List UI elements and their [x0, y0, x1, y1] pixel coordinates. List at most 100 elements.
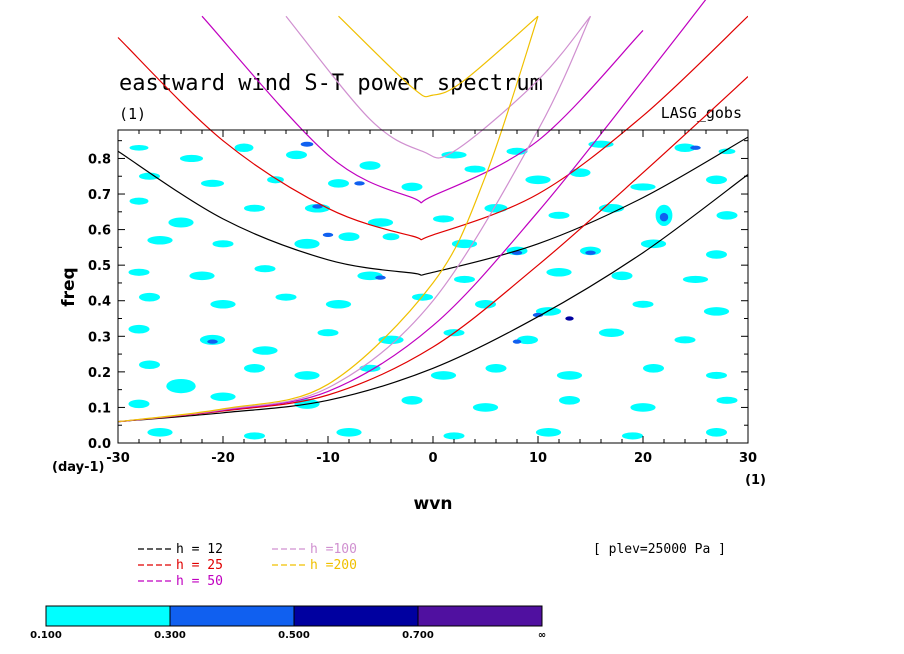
- contour-patch: [706, 250, 727, 259]
- x-tick-label: -10: [316, 451, 340, 466]
- x-tick-label: 20: [634, 451, 652, 466]
- contour-patch: [535, 428, 562, 437]
- x-tick-label: -20: [211, 451, 235, 466]
- power-contour-fills: [128, 140, 738, 440]
- contour-patch: [139, 172, 160, 180]
- colorbar-swatch: [45, 605, 171, 627]
- contour-patch: [716, 211, 738, 220]
- contour-patch: [546, 268, 572, 277]
- contour-patch: [359, 364, 381, 372]
- contour-patch: [532, 312, 544, 318]
- legend-item: h =100: [272, 542, 357, 557]
- contour-patch: [548, 211, 570, 219]
- contour-patch: [706, 371, 727, 379]
- colorbar-swatch: [293, 605, 419, 627]
- contour-patch: [559, 396, 580, 405]
- contour-patch: [312, 204, 323, 209]
- contour-patch: [703, 307, 730, 316]
- legend-item: h = 12: [138, 542, 223, 557]
- y-tick-label: 0.6: [88, 224, 111, 239]
- colorbar-label: 0.300: [154, 630, 186, 641]
- contour-patch: [244, 432, 265, 440]
- y-tick-label: 0.4: [88, 295, 111, 310]
- contour-patch: [565, 316, 574, 321]
- contour-patch: [716, 396, 738, 404]
- kelvin-curve-h100: [117, 15, 592, 423]
- y-tick-label: 0.3: [88, 330, 111, 345]
- y-tick-label: 0.0: [88, 437, 111, 452]
- contour-patch: [682, 275, 709, 283]
- contour-patch: [598, 328, 625, 338]
- contour-patch: [210, 392, 236, 402]
- colorbar-swatch: [417, 605, 543, 627]
- kelvin-curve-h25: [117, 76, 748, 423]
- contour-patch: [244, 364, 265, 373]
- legend-label: h =200: [310, 558, 357, 573]
- chart-title: eastward wind S-T power spectrum: [119, 71, 543, 96]
- dispersion-curves: [117, 0, 748, 423]
- contour-patch: [207, 339, 218, 344]
- contour-patch: [300, 141, 314, 147]
- contour-patch: [640, 239, 667, 249]
- contour-patch: [367, 218, 394, 227]
- colorbar-label: ∞: [538, 630, 546, 641]
- source-label: LASG_gobs: [661, 104, 742, 122]
- contour-patch: [212, 240, 234, 248]
- contour-patch: [630, 403, 656, 412]
- contour-patch: [328, 179, 349, 188]
- x-axis-title: wvn: [414, 494, 453, 514]
- contour-patch: [506, 147, 528, 155]
- contour-patch: [517, 335, 538, 345]
- contour-patch: [338, 232, 360, 241]
- contour-patch: [294, 238, 320, 249]
- legend-label: h = 50: [176, 574, 223, 589]
- x-tick-label: 0: [428, 451, 437, 466]
- contour-patch: [375, 275, 386, 280]
- contour-patch: [359, 161, 381, 170]
- contour-patch: [200, 179, 225, 187]
- contour-patch: [472, 403, 499, 412]
- contour-patch: [454, 275, 475, 283]
- contour-patch: [254, 265, 276, 273]
- y-axis-title: freq: [59, 267, 79, 306]
- x-tick-label: 30: [739, 451, 757, 466]
- contour-patch: [234, 143, 254, 153]
- y-tick-label: 0.2: [88, 366, 111, 381]
- contour-patch: [252, 346, 278, 355]
- contour-patch: [556, 371, 583, 380]
- contour-patch: [443, 432, 465, 440]
- wig-curve-h200: [338, 15, 539, 98]
- colorbar: 0.100 0.300 0.500 0.700 ∞: [30, 605, 546, 641]
- wig-curve-h25: [117, 15, 748, 241]
- contour-patch: [485, 364, 507, 373]
- x-unit-label: (1): [745, 473, 766, 488]
- legend-item: h = 50: [138, 574, 223, 589]
- legend-item: h = 25: [138, 558, 223, 573]
- wig-curve-h50: [201, 15, 644, 204]
- colorbar-label: 0.700: [402, 630, 434, 641]
- contour-patch: [706, 428, 727, 437]
- y-unit-label: (day-1): [52, 460, 104, 475]
- contour-patch: [585, 250, 596, 255]
- y-tick-label: 0.1: [88, 401, 111, 416]
- contour-patch: [275, 293, 297, 301]
- kelvin-curve-h50: [117, 0, 707, 423]
- y-tick-label: 0.8: [88, 152, 111, 167]
- legend-item: h =200: [272, 558, 357, 573]
- contour-patch: [630, 183, 656, 191]
- contour-patch: [168, 217, 194, 228]
- contour-patch: [632, 300, 654, 308]
- contour-patch: [139, 292, 160, 302]
- legend-label: h =100: [310, 542, 357, 557]
- contour-patch: [139, 360, 160, 370]
- contour-patch: [294, 371, 320, 380]
- contour-patch: [336, 428, 362, 437]
- colorbar-label: 0.500: [278, 630, 310, 641]
- contour-patch: [322, 232, 334, 238]
- contour-patch: [129, 197, 149, 205]
- level-label: [ plev=25000 Pa ]: [593, 542, 726, 557]
- axis-ticks: -30 -20 -10 0 10 20 30 0.0 0.1 0.2 0.3 0.4 0.5 0.6 0.7…: [88, 130, 757, 466]
- x-tick-label: -30: [106, 451, 130, 466]
